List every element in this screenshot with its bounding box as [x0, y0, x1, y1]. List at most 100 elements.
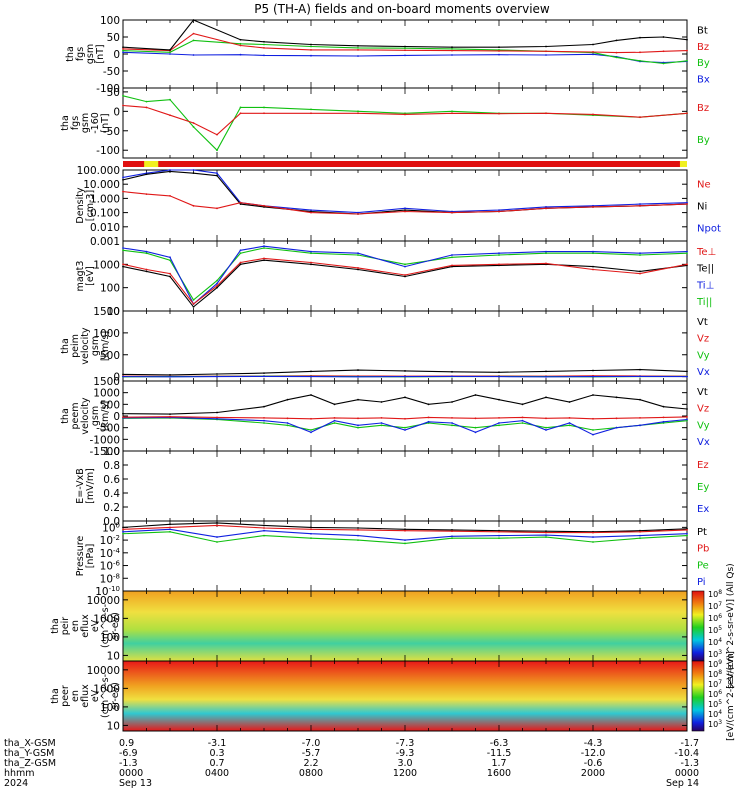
data-point-By — [122, 94, 124, 97]
series-line-Bt — [122, 19, 688, 51]
y-axis-label: peer — [60, 685, 71, 707]
data-point-By — [145, 100, 148, 103]
y-tick-label: 10000 — [87, 595, 120, 607]
data-point-Bt — [639, 36, 641, 39]
data-point-Bz — [145, 106, 148, 109]
y-tick-label: -100 — [96, 83, 120, 95]
data-point-Vy — [521, 422, 524, 424]
data-point-Vt — [404, 370, 406, 372]
x-table-value: -9.3 — [396, 748, 415, 759]
data-point-Ni — [404, 209, 406, 211]
data-point-Bz — [239, 44, 242, 47]
data-point-Bz — [686, 112, 688, 115]
data-point-Ti⊥ — [169, 256, 171, 259]
data-point-Vx — [333, 419, 336, 422]
data-point-Ti⊥ — [686, 250, 688, 253]
data-point-Ni — [239, 203, 242, 205]
y-tick-label: 100.000 — [77, 165, 120, 177]
data-point-Te⊥ — [639, 272, 641, 275]
data-point-Te|| — [639, 270, 641, 273]
x-table-value: 0400 — [205, 768, 229, 779]
data-point-Vz — [615, 417, 618, 420]
legend-Pe: Pe — [697, 560, 709, 571]
y-tick-label: 500 — [100, 399, 120, 411]
y-axis-label: E=-VxB — [75, 468, 86, 503]
colorbar-tick-label: 108 — [708, 589, 722, 599]
legend-Ti||: Ti|| — [696, 297, 712, 308]
y-axis-label: tha — [60, 338, 71, 354]
data-point-Vx — [263, 375, 265, 378]
x-table-value: -12.0 — [581, 748, 606, 759]
data-point-Vy — [451, 424, 453, 427]
data-point-Vt — [404, 396, 406, 399]
data-point-Vt — [216, 411, 218, 414]
data-point-Pe — [122, 532, 124, 535]
data-point-Bz — [451, 49, 453, 52]
data-point-Te|| — [169, 275, 171, 278]
panel-6: 1.0 0.8 0.6 0.4 0.2 0.0 E=-VxB [mV/m] Ez Ey Ex — [75, 446, 709, 528]
data-point-By — [192, 125, 195, 128]
data-point-Bz — [122, 104, 124, 107]
data-point-Vz — [404, 417, 406, 420]
x-table-value: -4.3 — [584, 738, 603, 749]
legend-Bx: Bx — [697, 74, 710, 85]
data-point-Vx — [427, 420, 430, 423]
data-point-Te⊥ — [192, 303, 195, 305]
y-tick-label: -1000 — [89, 434, 120, 446]
data-point-Npot — [357, 211, 359, 214]
data-point-Pe — [639, 537, 641, 540]
data-point-Pi — [545, 534, 547, 537]
data-point-Vx — [662, 420, 665, 423]
data-point-Vt — [545, 396, 547, 399]
panel-frame — [122, 87, 688, 159]
series-line-Vx — [122, 416, 688, 436]
y-axis-label: gsm — [80, 113, 91, 133]
x-axis-table: tha_X-GSM 0.9 -3.1 -7.0 -7.3 -6.3 -4.3 -1.7 tha_… — [4, 738, 699, 789]
data-point-Vt — [263, 372, 265, 375]
data-point-Vz — [662, 416, 665, 419]
y-axis-label: [nT] — [95, 44, 106, 63]
data-point-Npot — [216, 172, 218, 175]
data-point-Vt — [122, 412, 124, 415]
y-tick-label: 1000 — [93, 388, 120, 400]
data-point-Vt — [310, 370, 312, 373]
data-point-Pi — [169, 528, 171, 531]
data-point-Bz — [662, 50, 665, 53]
y-tick-label: 1000 — [93, 683, 120, 695]
data-point-Vt — [686, 408, 688, 410]
data-point-Vz — [686, 416, 688, 418]
y-axis-label: peir — [60, 617, 71, 636]
y-tick-exponent: -2 — [113, 534, 120, 542]
x-table-value: 0.3 — [209, 748, 224, 759]
y-axis-label: [nT] — [100, 113, 111, 132]
data-point-Pi — [498, 534, 500, 537]
data-point-By — [451, 110, 453, 113]
data-point-Vy — [357, 426, 359, 429]
data-point-Vt — [568, 401, 571, 403]
data-point-Vx — [404, 375, 406, 378]
data-point-Npot — [545, 206, 547, 208]
data-point-Vz — [216, 416, 218, 419]
data-point-Pe — [686, 534, 688, 537]
data-point-Vx — [545, 429, 547, 431]
y-tick-label: 0.010 — [90, 222, 120, 234]
data-point-Pe — [404, 542, 406, 545]
data-point-Vx — [169, 375, 171, 378]
y-axis-label: eV — [90, 689, 101, 702]
y-axis-label: -160 — [90, 112, 101, 134]
y-tick-label: -50 — [103, 126, 120, 138]
data-point-Bz — [239, 112, 242, 115]
data-point-Vx — [615, 426, 618, 429]
y-tick-label: 1.000 — [90, 193, 120, 205]
data-point-Bt — [686, 38, 688, 41]
y-tick-exponent: -10 — [109, 585, 120, 593]
data-point-Ne — [404, 210, 406, 213]
data-point-Te⊥ — [545, 262, 547, 265]
x-table-value: 3.0 — [397, 758, 412, 769]
y-axis-label: en — [70, 620, 81, 632]
y-tick-label: 50 — [107, 32, 120, 44]
data-point-Vz — [521, 416, 524, 419]
data-point-Te⊥ — [216, 284, 218, 287]
y-tick-label: 0 — [113, 411, 120, 423]
data-point-Vz — [639, 416, 641, 419]
